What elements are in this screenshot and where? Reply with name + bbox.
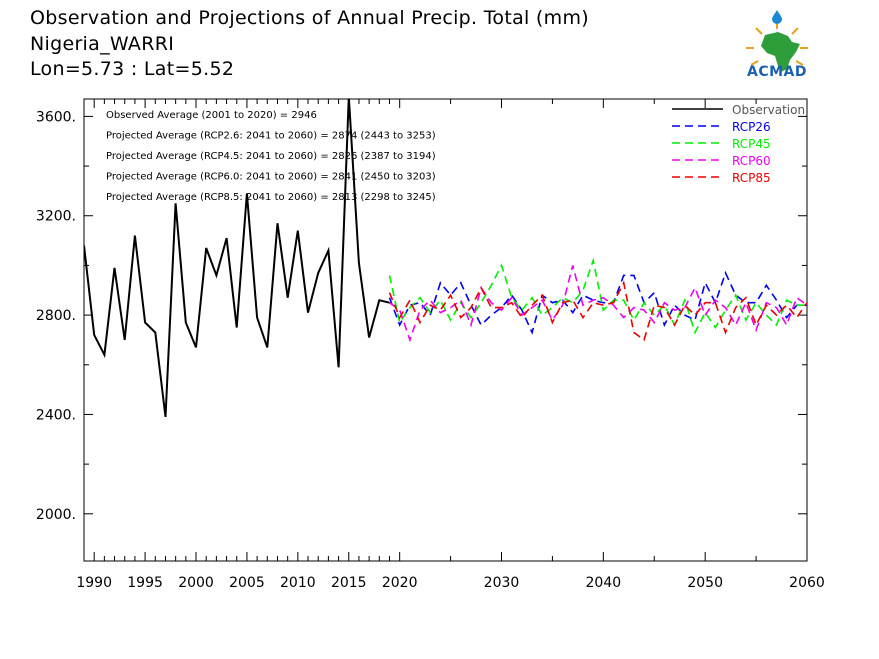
x-tick-label: 2050 xyxy=(687,575,723,591)
annotation-line: Observed Average (2001 to 2020) = 2946 xyxy=(106,110,317,121)
annotation-line: Projected Average (RCP6.0: 2041 to 2060)… xyxy=(106,172,436,183)
series-line-rcp45 xyxy=(388,257,807,335)
annotations: Observed Average (2001 to 2020) = 2946 Pr… xyxy=(106,110,436,203)
y-tick-label: 2400. xyxy=(36,407,76,423)
acmad-drop-icon xyxy=(772,10,782,24)
series-line-rcp26 xyxy=(388,270,807,335)
acmad-logo xyxy=(746,10,808,72)
africa-icon xyxy=(761,32,800,72)
series-lines xyxy=(84,99,807,418)
series-line-observation xyxy=(84,99,390,418)
x-tick-label: 1990 xyxy=(76,575,112,591)
y-tick-label: 2000. xyxy=(36,507,76,523)
y-tick-label: 2800. xyxy=(36,308,76,324)
legend-label-rcp45: RCP45 xyxy=(732,137,771,151)
x-tick-label: 2040 xyxy=(586,575,622,591)
legend-label-rcp60: RCP60 xyxy=(732,154,771,168)
legend-label-observation: Observation xyxy=(732,103,805,117)
legend-label-rcp26: RCP26 xyxy=(732,120,771,134)
series-line-rcp85 xyxy=(388,280,807,342)
y-axis: 2000. 2400. 2800. 3200. 3600. xyxy=(36,109,807,523)
x-tick-label: 2005 xyxy=(229,575,265,591)
annotation-line: Projected Average (RCP8.5: 2041 to 2060)… xyxy=(106,192,436,203)
annotation-line: Projected Average (RCP4.5: 2041 to 2060)… xyxy=(106,151,436,162)
x-tick-label: 2020 xyxy=(382,575,418,591)
acmad-logo-text: ACMAD xyxy=(747,64,807,80)
legend-label-rcp85: RCP85 xyxy=(732,171,771,185)
y-tick-label: 3600. xyxy=(36,109,76,125)
annotation-line: Projected Average (RCP2.6: 2041 to 2060)… xyxy=(106,131,436,142)
y-tick-label: 3200. xyxy=(36,209,76,225)
x-tick-label: 2060 xyxy=(789,575,825,591)
x-tick-label: 2010 xyxy=(280,575,316,591)
station-name: Nigeria_WARRI xyxy=(30,33,175,55)
acmad-sun-rays-icon xyxy=(746,21,808,66)
x-tick-label: 1995 xyxy=(127,575,163,591)
series-line-rcp60 xyxy=(389,265,807,343)
x-tick-label: 2015 xyxy=(331,575,367,591)
x-tick-label: 2000 xyxy=(178,575,214,591)
plot-frame xyxy=(83,98,808,562)
x-axis: 1990 1995 2000 2005 2010 2015 2020 2030 2040 2050… xyxy=(76,99,825,591)
chart-title: Observation and Projections of Annual Pr… xyxy=(30,7,589,29)
legend: Observation RCP26 RCP45 RCP60 RCP85 xyxy=(672,103,805,185)
station-coordinates: Lon=5.73 : Lat=5.52 xyxy=(30,58,235,80)
x-tick-label: 2030 xyxy=(484,575,520,591)
